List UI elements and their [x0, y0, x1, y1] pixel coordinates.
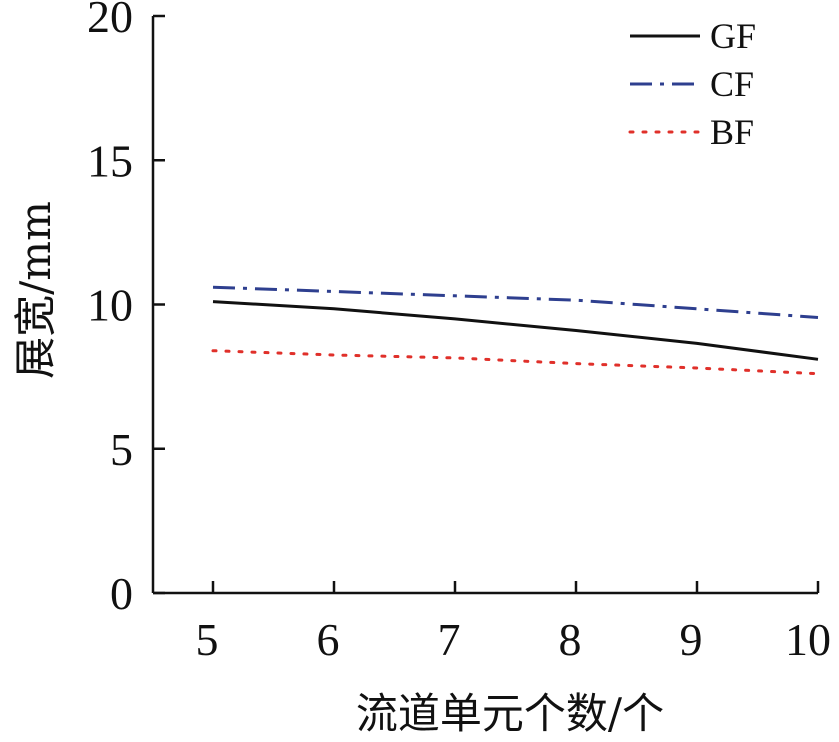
y-tick-label: 10 [87, 280, 133, 331]
x-tick-label: 8 [559, 614, 582, 665]
y-axis-ticks: 0 5 10 15 20 [87, 0, 165, 619]
legend-label-cf: CF [710, 64, 754, 104]
series-lines [211, 285, 820, 376]
x-axis-title: 流道单元个数/个 [356, 689, 664, 738]
y-tick-label: 15 [87, 135, 133, 186]
x-tick-label: 10 [785, 614, 831, 665]
x-tick-label: 5 [196, 614, 219, 665]
x-axis-ticks: 5 6 7 8 9 10 [196, 581, 831, 665]
series-line-cf [212, 285, 819, 319]
y-tick-label: 0 [110, 568, 133, 619]
legend-label-bf: BF [710, 112, 754, 152]
series-line-bf [211, 349, 820, 376]
x-tick-label: 7 [438, 614, 461, 665]
x-tick-label: 9 [680, 614, 703, 665]
series-line-gf [212, 300, 819, 361]
y-tick-label: 20 [87, 0, 133, 42]
legend-label-gf: GF [710, 16, 756, 56]
y-tick-label: 5 [110, 424, 133, 475]
x-tick-label: 6 [317, 614, 340, 665]
legend: GF CF BF [628, 16, 756, 152]
y-axis-title: 展宽/mm [11, 201, 60, 379]
